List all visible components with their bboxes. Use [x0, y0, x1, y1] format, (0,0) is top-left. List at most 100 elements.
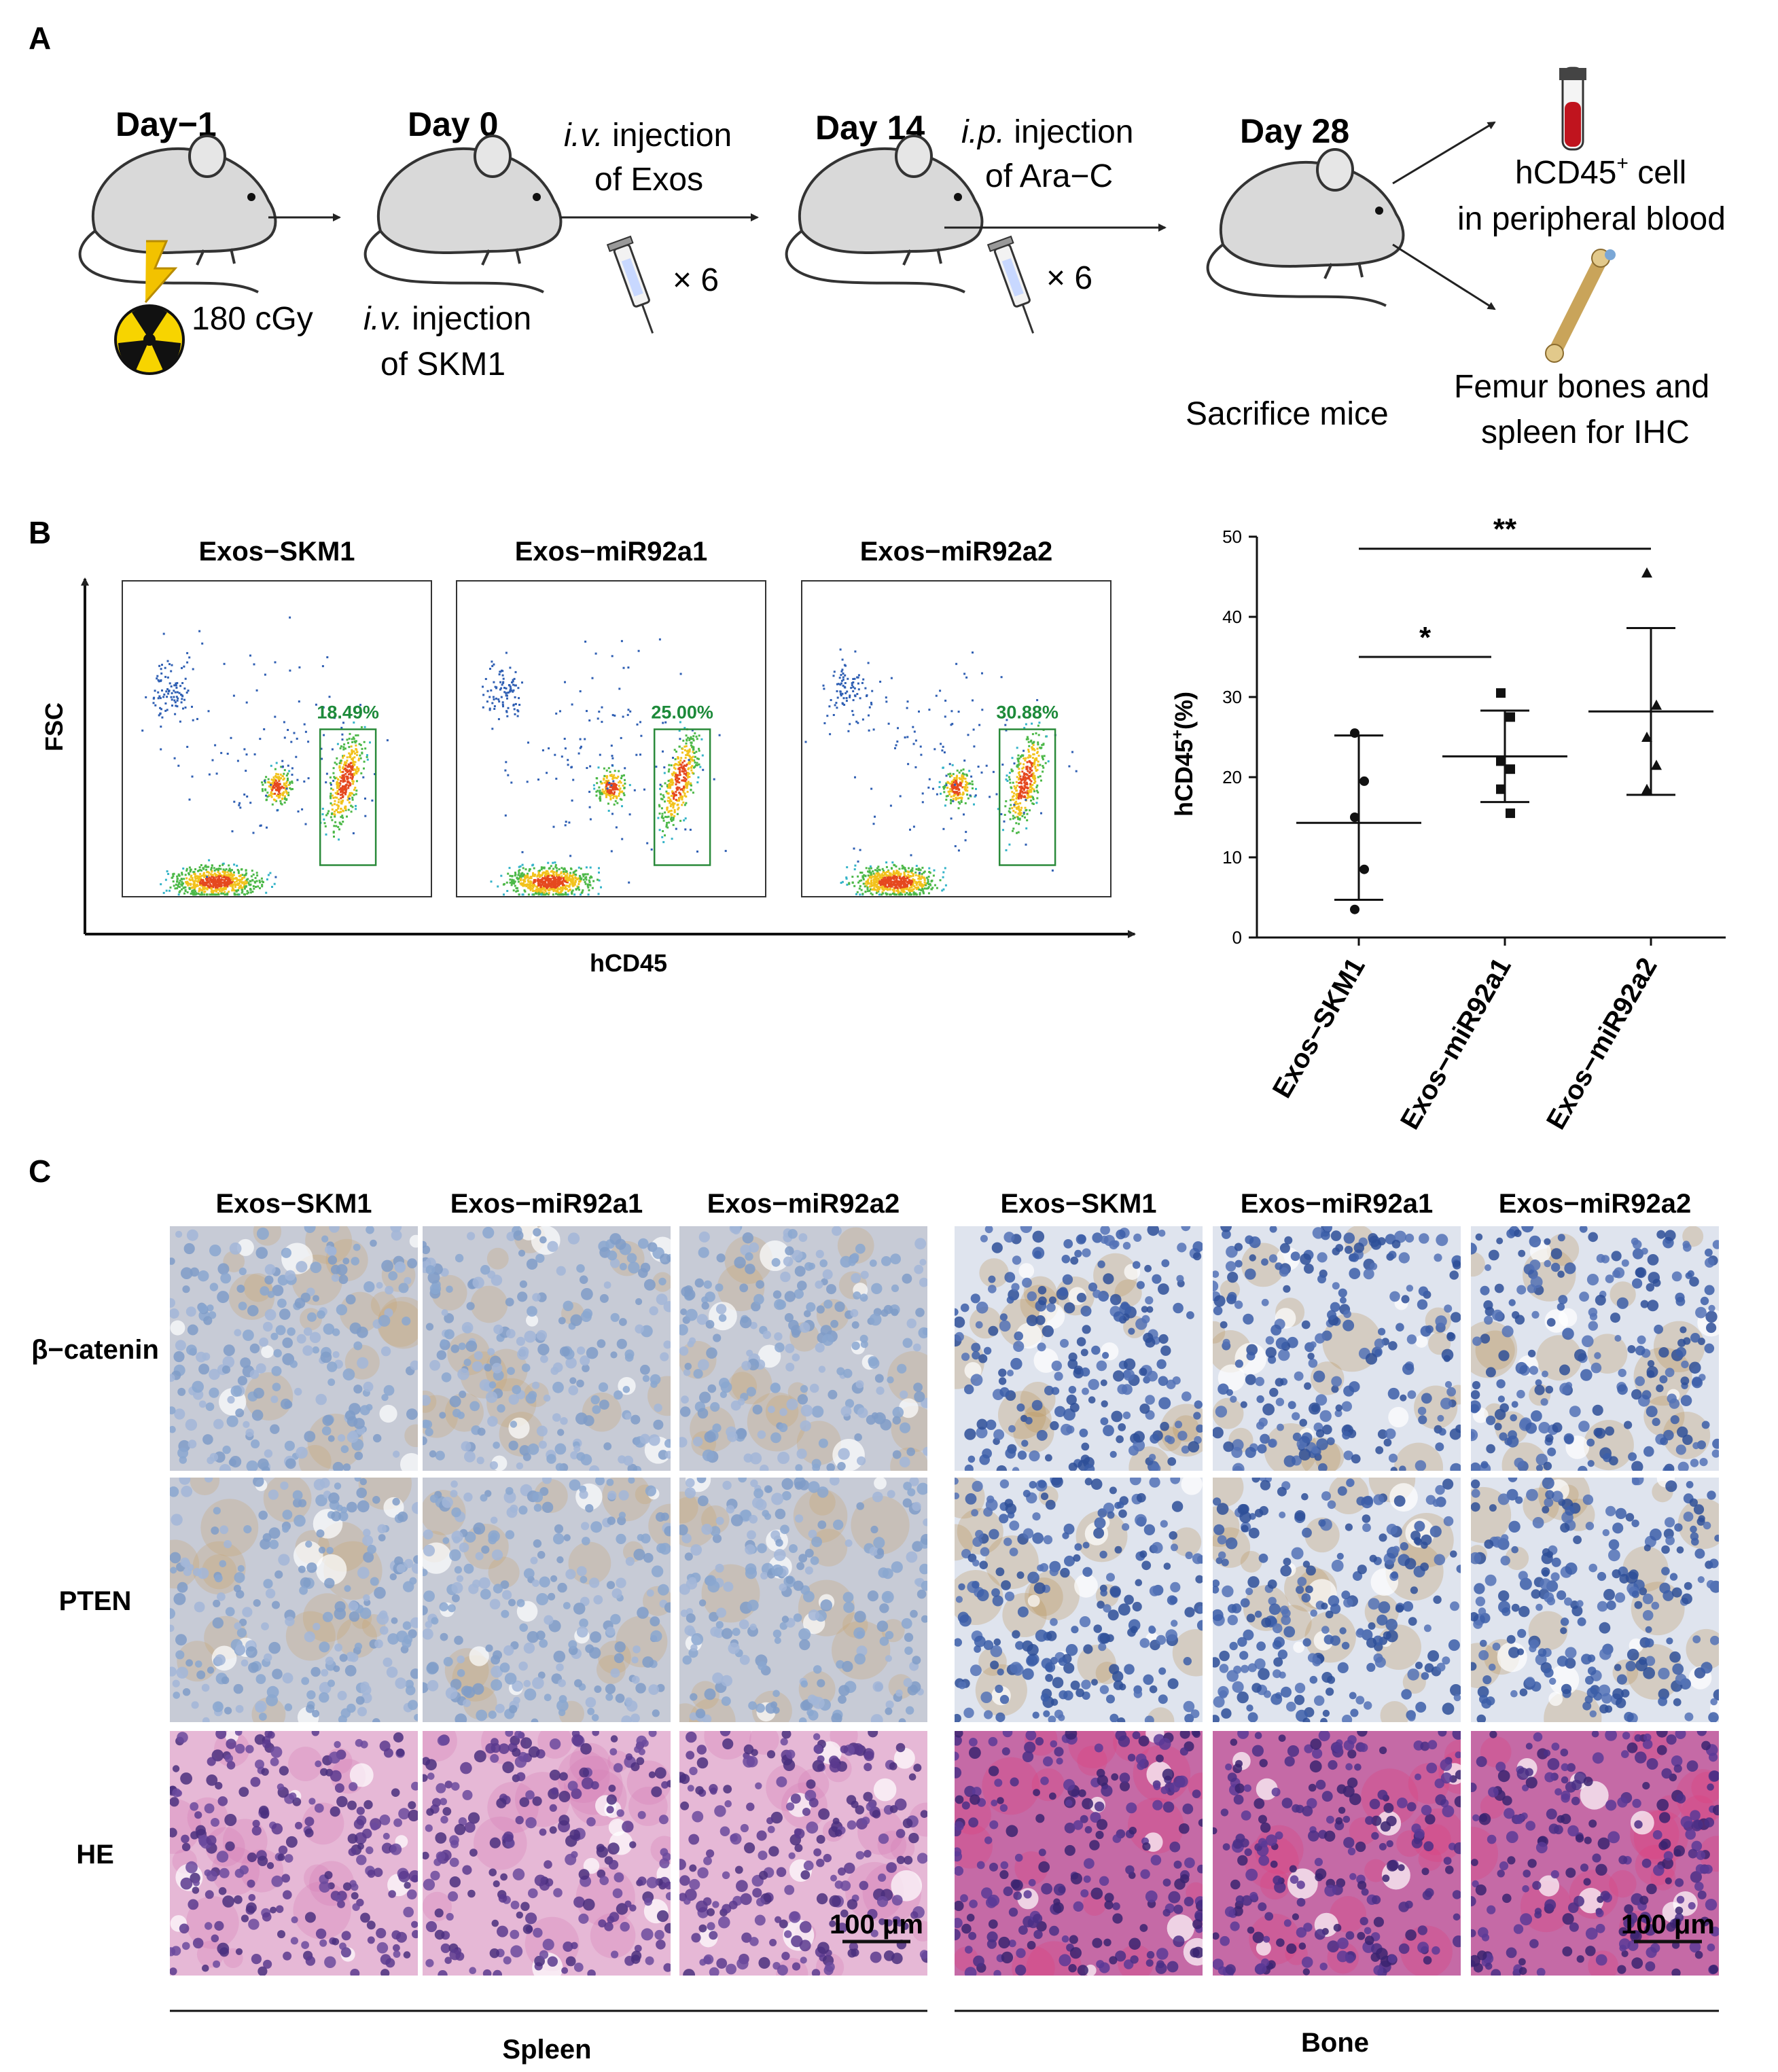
syringe-icon	[986, 235, 1046, 339]
data-point	[1359, 776, 1369, 786]
flow-dots	[804, 648, 1078, 896]
histology-image	[1213, 1226, 1461, 1471]
times-label-1: × 6	[673, 262, 719, 298]
histology-image	[1471, 1226, 1719, 1471]
y-tick-label: 40	[1222, 607, 1242, 627]
flow-plot: Exos−miR92a1 25.00%	[456, 537, 766, 897]
histology-column-header: Exos−miR92a1	[450, 1189, 643, 1219]
iv-exos-label-1: i.v. injection	[564, 118, 732, 154]
panel-label-a: A	[29, 20, 51, 56]
data-point	[1651, 699, 1662, 710]
flow-dots	[482, 638, 727, 896]
mouse-icon	[1206, 148, 1405, 307]
histology-image	[1471, 1478, 1719, 1722]
dotplot-series	[1442, 688, 1567, 819]
panel-b-flow: FSC hCD45 Exos−SKM1 18.49% Exos−miR92a1 25.…	[40, 537, 1136, 977]
histology-image	[1213, 1478, 1461, 1722]
syringe-icon	[606, 235, 666, 339]
day0-label: Day 0	[408, 105, 498, 143]
histology-image	[1213, 1731, 1461, 1976]
data-point	[1641, 732, 1652, 742]
histology-image	[1471, 1731, 1719, 1976]
radiation-icon	[114, 304, 185, 375]
spleen-group-label: Spleen	[502, 2035, 591, 2065]
scale-bar-label: 100 μm	[1621, 1910, 1715, 1940]
iv-exos-label-2: of Exos	[594, 162, 703, 198]
y-tick-label: 20	[1222, 767, 1242, 787]
histology-image	[170, 1478, 418, 1722]
iv-skm1-label-1: i.v. injection	[363, 301, 531, 337]
mouse-icon	[785, 135, 984, 293]
flow-plot-frame	[801, 580, 1112, 897]
histology-image	[679, 1731, 927, 1976]
panel-label-b: B	[29, 515, 51, 550]
histology-column-header: Exos−SKM1	[1000, 1189, 1156, 1219]
femur-bone-icon	[1545, 249, 1616, 363]
data-point	[1496, 688, 1506, 698]
flow-plot: Exos−SKM1 18.49%	[122, 537, 432, 897]
flow-gate	[653, 728, 711, 866]
flow-gate	[998, 728, 1056, 866]
flow-gate	[319, 728, 377, 866]
gate-percentage: 18.49%	[317, 702, 379, 723]
histology-image	[955, 1226, 1203, 1471]
histology-image	[423, 1731, 671, 1976]
panel-c-histology: Exos−SKM1 Exos−miR92a1 Exos−miR92a2 Exos−SK…	[31, 1189, 1719, 2065]
dotplot-series	[1296, 728, 1421, 914]
histology-column-header: Exos−SKM1	[215, 1189, 372, 1219]
data-point	[1641, 567, 1652, 578]
histology-image	[955, 1731, 1203, 1976]
dose-label: 180 cGy	[192, 301, 313, 337]
panel-a-timeline: Day−1 180 cGy Day 0 i.v. injection of SK…	[78, 67, 1726, 450]
y-tick-label: 50	[1222, 526, 1242, 547]
gate-percentage: 30.88%	[996, 702, 1059, 723]
dotplot-series	[1588, 567, 1713, 796]
gate-percentage: 25.00%	[651, 702, 713, 723]
iv-skm1-label-2: of SKM1	[380, 346, 505, 382]
y-tick-label: 30	[1222, 687, 1242, 707]
femur-label-2: spleen for IHC	[1481, 414, 1690, 450]
data-point	[1496, 756, 1506, 766]
dotplot-y-label: hCD45+(%)	[1169, 692, 1198, 817]
histology-image	[679, 1226, 927, 1471]
flow-plot-frame	[122, 580, 432, 897]
flow-plot: Exos−miR92a2 30.88%	[801, 537, 1112, 897]
histology-column-header: Exos−miR92a1	[1241, 1189, 1434, 1219]
scale-bar-label: 100 μm	[830, 1910, 923, 1940]
significance-label: *	[1419, 621, 1432, 654]
data-point	[1641, 783, 1652, 794]
histology-row-label: PTEN	[59, 1586, 132, 1616]
hcd45-cell-label: hCD45+ cell	[1515, 152, 1686, 191]
data-point	[1651, 760, 1662, 770]
day28-label: Day 28	[1240, 112, 1349, 150]
histology-image	[955, 1478, 1203, 1722]
blood-tube-icon	[1559, 67, 1586, 151]
sacrifice-label: Sacrifice mice	[1186, 396, 1389, 432]
histology-image	[423, 1478, 671, 1722]
x-category-label: Exos−miR92a1	[1395, 953, 1517, 1135]
histology-image	[170, 1731, 418, 1976]
histology-column-header: Exos−miR92a2	[707, 1189, 900, 1219]
y-tick-label: 10	[1222, 847, 1242, 868]
data-point	[1359, 864, 1369, 874]
histology-row-label: β−catenin	[31, 1335, 159, 1365]
histology-row-label: HE	[76, 1840, 114, 1870]
histology-image	[170, 1226, 418, 1471]
bone-group-label: Bone	[1301, 2028, 1369, 2058]
flow-plot-frame	[456, 580, 766, 897]
mouse-icon	[363, 135, 563, 293]
x-category-label: Exos−miR92a2	[1541, 953, 1663, 1135]
ip-arac-label-1: i.p. injection	[961, 114, 1133, 150]
fsc-axis-label: FSC	[40, 702, 68, 751]
arrow-5	[1392, 243, 1496, 310]
hcd45-axis-label: hCD45	[590, 949, 667, 977]
y-tick-label: 0	[1232, 927, 1242, 948]
flow-plot-title: Exos−miR92a1	[515, 537, 708, 567]
lightning-icon	[144, 240, 178, 303]
mouse-icon	[78, 135, 277, 293]
data-point	[1506, 764, 1515, 774]
data-point	[1350, 812, 1359, 822]
histology-image	[423, 1226, 671, 1471]
data-point	[1496, 784, 1506, 794]
